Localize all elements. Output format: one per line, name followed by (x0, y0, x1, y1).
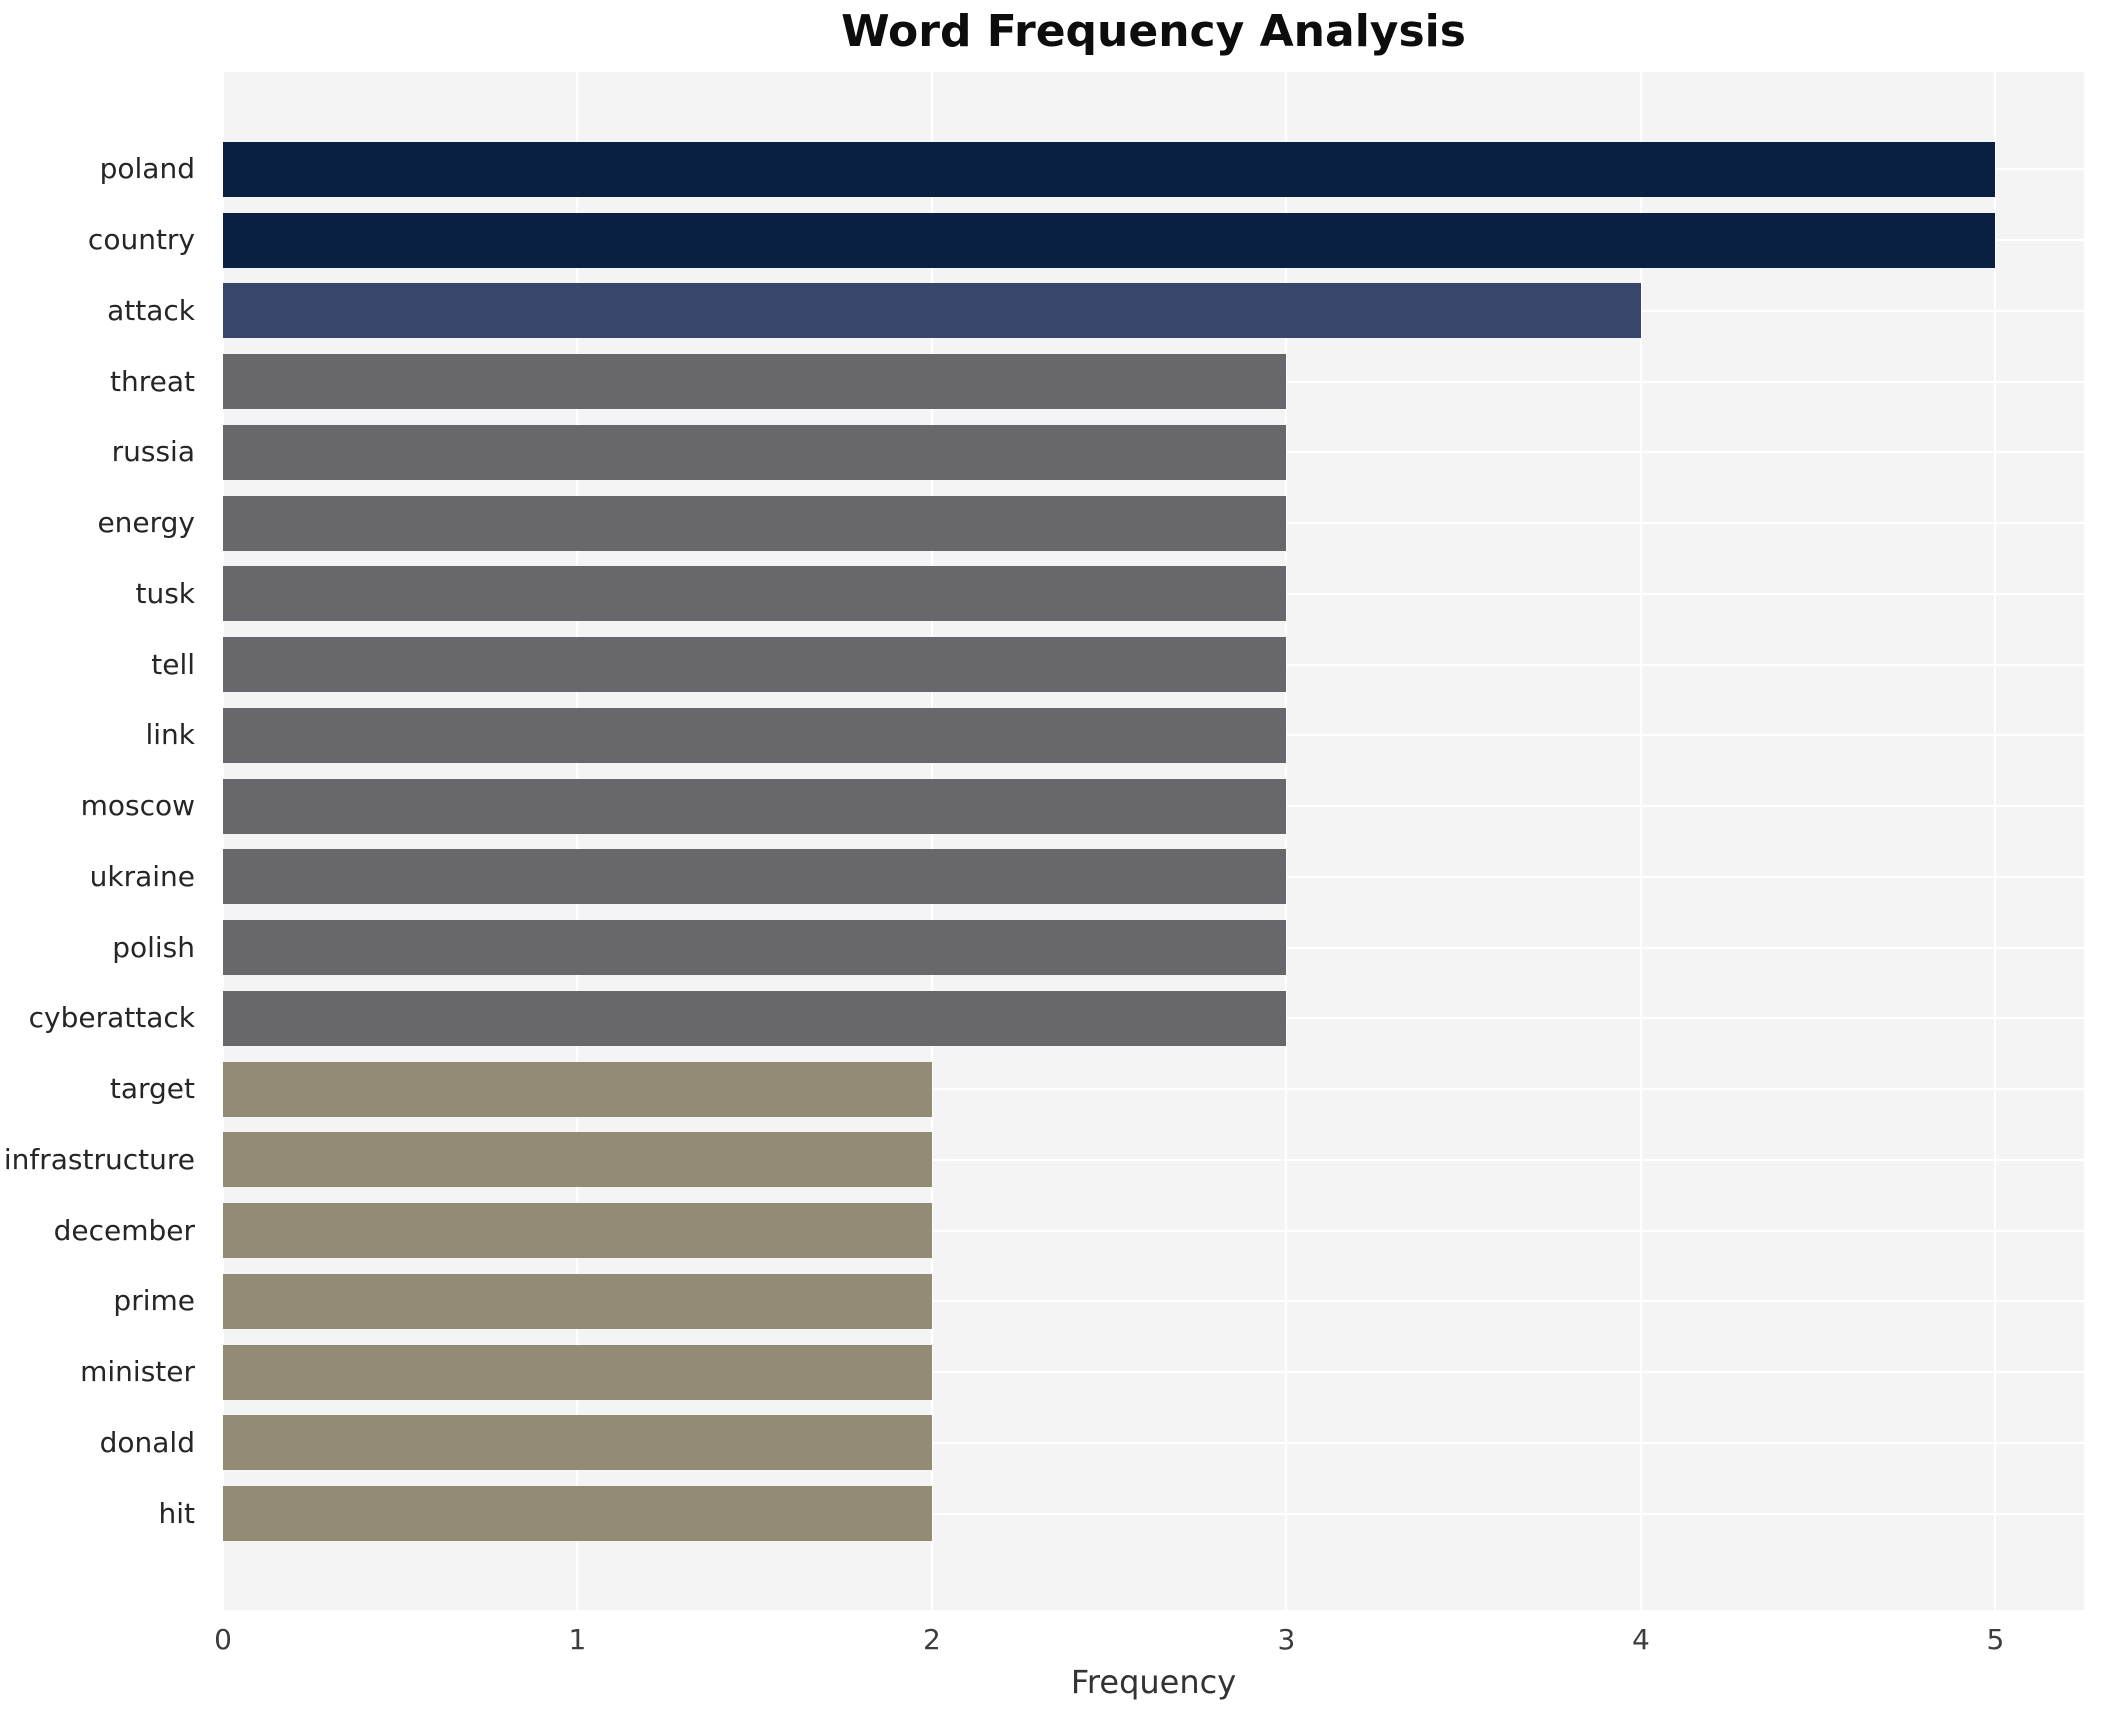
bars-layer (223, 72, 2084, 1610)
y-axis-labels: poland country attack threat russia energy tus… (0, 72, 209, 1610)
plot-area (222, 72, 2084, 1610)
bar-energy (223, 495, 1287, 551)
gridline-v-0 (222, 72, 224, 1610)
y-label-threat: threat (110, 364, 195, 398)
gridline-v-3 (1285, 72, 1288, 1610)
y-label-prime: prime (113, 1284, 195, 1318)
y-label-hit: hit (158, 1496, 195, 1530)
bar-cyberattack (223, 990, 1287, 1046)
x-tick-1: 1 (568, 1623, 587, 1656)
y-label-ukraine: ukraine (89, 859, 195, 893)
y-label-attack: attack (107, 293, 195, 327)
y-label-donald: donald (99, 1425, 195, 1459)
gridline-v-5 (1994, 72, 1997, 1610)
gridline-h-target (223, 1088, 2084, 1091)
gridline-h-hit (223, 1512, 2084, 1515)
y-label-moscow: moscow (80, 789, 195, 823)
bar-ukraine (223, 849, 1287, 905)
bar-infrastructure (223, 1132, 932, 1188)
bar-moscow (223, 778, 1287, 834)
gridline-h-infrastructure (223, 1158, 2084, 1161)
y-label-polish: polish (112, 930, 195, 964)
y-label-russia: russia (111, 435, 195, 469)
bar-december (223, 1203, 932, 1259)
y-label-tell: tell (151, 647, 195, 681)
x-tick-2: 2 (923, 1623, 941, 1656)
bar-hit (223, 1486, 932, 1542)
y-label-december: december (53, 1213, 195, 1247)
y-label-cyberattack: cyberattack (28, 1001, 195, 1035)
bar-link (223, 707, 1287, 763)
bar-poland (223, 141, 1996, 197)
y-label-infrastructure: infrastructure (3, 1142, 195, 1176)
gridline-h-prime (223, 1300, 2084, 1303)
y-label-minister: minister (80, 1355, 195, 1389)
y-label-energy: energy (97, 506, 195, 540)
x-tick-4: 4 (1631, 1623, 1650, 1656)
y-label-country: country (87, 223, 195, 257)
bar-donald (223, 1415, 932, 1471)
bar-polish (223, 920, 1287, 976)
bar-minister (223, 1344, 932, 1400)
gridline-h-minister (223, 1371, 2084, 1374)
y-label-link: link (145, 718, 195, 752)
bar-prime (223, 1273, 932, 1329)
gridline-h-donald (223, 1441, 2084, 1444)
bar-russia (223, 424, 1287, 480)
bar-country (223, 212, 1996, 268)
gridline-v-2 (930, 72, 933, 1610)
y-label-poland: poland (99, 152, 195, 186)
y-label-tusk: tusk (135, 576, 195, 610)
x-tick-5: 5 (1986, 1623, 2005, 1656)
x-axis-title: Frequency (1070, 1663, 1237, 1701)
bar-tusk (223, 566, 1287, 622)
bar-target (223, 1061, 932, 1117)
bar-tell (223, 637, 1287, 693)
gridline-v-1 (576, 72, 579, 1610)
gridline-v-4 (1639, 72, 1642, 1610)
bar-attack (223, 283, 1641, 339)
y-label-target: target (109, 1072, 195, 1106)
x-tick-3: 3 (1277, 1623, 1296, 1656)
chart-title: Word Frequency Analysis (841, 6, 1466, 57)
bar-threat (223, 354, 1287, 410)
gridline-h-december (223, 1229, 2084, 1232)
x-axis-ticks: 0 1 2 3 4 5 (214, 1622, 2084, 1662)
x-tick-0: 0 (214, 1623, 232, 1656)
